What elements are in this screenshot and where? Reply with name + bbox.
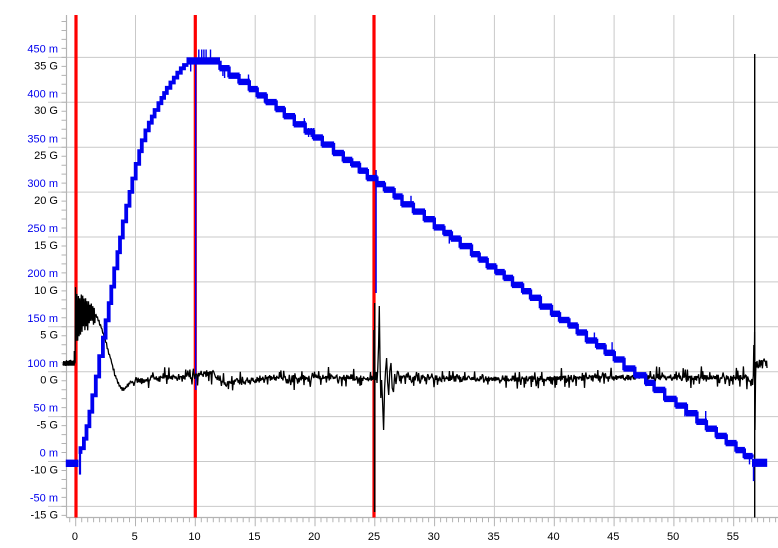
svg-text:300 m: 300 m <box>27 178 58 190</box>
svg-text:5: 5 <box>132 531 138 543</box>
svg-text:35 G: 35 G <box>34 60 58 72</box>
svg-text:100 m: 100 m <box>27 358 58 370</box>
svg-text:5 G: 5 G <box>40 330 58 342</box>
svg-text:20 G: 20 G <box>34 195 58 207</box>
svg-text:45: 45 <box>607 531 619 543</box>
svg-text:30: 30 <box>428 531 440 543</box>
svg-text:50: 50 <box>667 531 679 543</box>
svg-text:30 G: 30 G <box>34 105 58 117</box>
svg-text:10 G: 10 G <box>34 285 58 297</box>
svg-text:350 m: 350 m <box>27 133 58 145</box>
svg-text:150 m: 150 m <box>27 313 58 325</box>
svg-text:50 m: 50 m <box>34 403 58 415</box>
svg-text:15: 15 <box>248 531 260 543</box>
svg-text:55: 55 <box>727 531 739 543</box>
svg-text:0: 0 <box>72 531 78 543</box>
svg-text:25: 25 <box>368 531 380 543</box>
svg-text:0 G: 0 G <box>40 375 58 387</box>
svg-text:-10 G: -10 G <box>30 464 58 476</box>
svg-text:25 G: 25 G <box>34 150 58 162</box>
svg-text:450 m: 450 m <box>27 44 58 56</box>
svg-text:-50 m: -50 m <box>30 493 58 505</box>
svg-text:0 m: 0 m <box>40 448 58 460</box>
svg-text:-5 G: -5 G <box>37 420 58 432</box>
svg-text:15 G: 15 G <box>34 240 58 252</box>
svg-text:400 m: 400 m <box>27 88 58 100</box>
svg-text:10: 10 <box>188 531 200 543</box>
svg-text:40: 40 <box>547 531 559 543</box>
svg-text:35: 35 <box>487 531 499 543</box>
svg-text:20: 20 <box>308 531 320 543</box>
svg-text:-15 G: -15 G <box>30 509 58 521</box>
svg-text:250 m: 250 m <box>27 223 58 235</box>
svg-text:200 m: 200 m <box>27 268 58 280</box>
